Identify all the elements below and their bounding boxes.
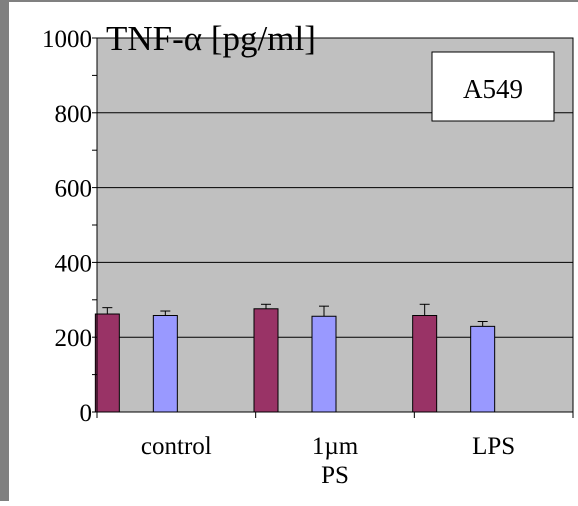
- y-tick-label: 0: [80, 400, 93, 427]
- chart-title: TNF-α [pg/ml]: [106, 19, 316, 58]
- y-tick-label: 200: [55, 325, 93, 352]
- bar: [152, 315, 178, 413]
- bar: [311, 315, 337, 413]
- bar: [94, 313, 120, 413]
- bars: [94, 308, 496, 413]
- annotation-label: A549: [463, 74, 523, 104]
- annotation-box: [431, 51, 555, 122]
- x-tick-label: LPS: [472, 433, 515, 460]
- y-tick-label: 600: [55, 176, 93, 203]
- y-tick-label: 1000: [42, 26, 92, 53]
- x-tick-label: 1µm PS: [312, 433, 359, 489]
- error-bars: [102, 303, 488, 327]
- y-tick-label: 400: [55, 250, 93, 277]
- y-axis: 0 200 400 600 800 1000: [42, 26, 98, 427]
- y-tick-label: 800: [55, 101, 93, 128]
- x-axis: control 1µm PS LPS: [96, 411, 574, 489]
- bar: [412, 315, 438, 413]
- bar: [470, 325, 496, 413]
- bar: [253, 308, 279, 413]
- x-tick-label: control: [141, 433, 212, 460]
